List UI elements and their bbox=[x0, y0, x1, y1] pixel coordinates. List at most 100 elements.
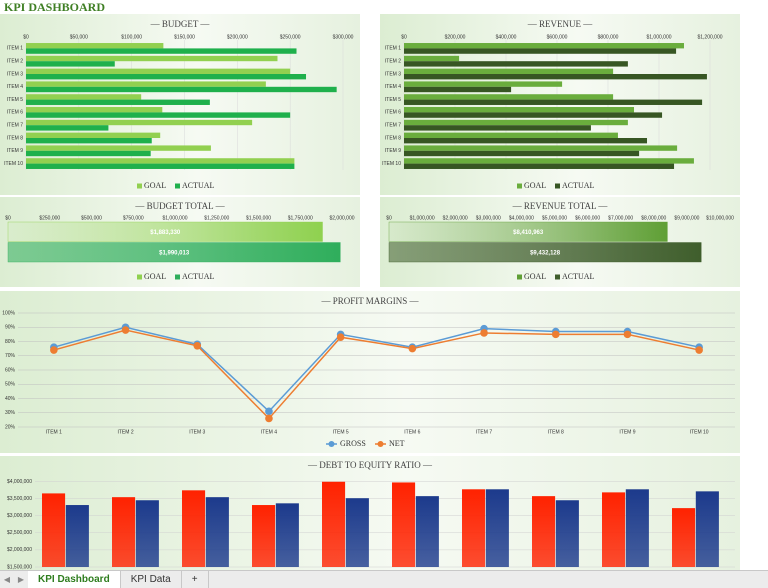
legend-label: ACTUAL bbox=[562, 181, 595, 190]
x-tick-label: ITEM 5 bbox=[333, 429, 349, 435]
x-tick-label: $100,000 bbox=[121, 34, 142, 40]
y-tick-label: ITEM 2 bbox=[385, 59, 401, 65]
point bbox=[336, 333, 345, 342]
point bbox=[50, 346, 58, 354]
bar bbox=[672, 508, 696, 567]
bar bbox=[404, 94, 614, 100]
point bbox=[265, 414, 273, 423]
bar bbox=[42, 493, 66, 567]
x-tick-label: $2,000,000 bbox=[443, 215, 468, 221]
bar bbox=[26, 68, 291, 74]
y-tick-label: $1,500,000 bbox=[7, 564, 32, 570]
legend-swatch bbox=[137, 183, 142, 189]
bar bbox=[404, 43, 684, 49]
bar bbox=[26, 163, 295, 169]
bar bbox=[135, 500, 159, 567]
x-tick-label: $8,000,000 bbox=[641, 215, 666, 221]
x-tick-label: $1,250,000 bbox=[204, 215, 229, 221]
x-tick-label: $400,000 bbox=[496, 34, 517, 40]
y-tick-label: 100% bbox=[2, 310, 15, 316]
value-label: $1,990,013 bbox=[159, 250, 190, 256]
legend-swatch bbox=[137, 274, 142, 280]
bar bbox=[404, 55, 460, 62]
bar bbox=[404, 125, 591, 131]
y-tick-label: 90% bbox=[5, 325, 16, 331]
chart-title: — BUDGET — bbox=[150, 19, 211, 29]
bar bbox=[404, 99, 703, 105]
x-tick-label: $200,000 bbox=[445, 34, 466, 40]
sheet-tab[interactable]: KPI Dashboard bbox=[28, 571, 121, 588]
y-tick-label: ITEM 6 bbox=[7, 110, 23, 116]
y-tick-label: 80% bbox=[5, 339, 16, 345]
y-tick-label: 50% bbox=[5, 382, 16, 388]
chart-title: — BUDGET TOTAL — bbox=[134, 201, 225, 211]
chart-title: — DEBT TO EQUITY RATIO — bbox=[307, 460, 433, 470]
y-tick-label: ITEM 4 bbox=[7, 84, 23, 90]
legend-label: GOAL bbox=[144, 181, 166, 190]
y-tick-label: 60% bbox=[5, 367, 16, 373]
bar bbox=[602, 492, 626, 567]
bar bbox=[485, 489, 509, 567]
legend-swatch bbox=[555, 183, 560, 189]
sheet-tab[interactable]: KPI Data bbox=[121, 571, 182, 588]
y-tick-label: ITEM 10 bbox=[382, 161, 401, 167]
bar bbox=[26, 74, 307, 80]
x-tick-label: $2,000,000 bbox=[329, 215, 354, 221]
y-tick-label: ITEM 8 bbox=[385, 135, 401, 141]
y-tick-label: ITEM 4 bbox=[385, 84, 401, 90]
y-tick-label: ITEM 3 bbox=[385, 71, 401, 77]
legend-label: ACTUAL bbox=[562, 272, 595, 281]
x-tick-label: $600,000 bbox=[547, 34, 568, 40]
bar bbox=[388, 242, 702, 263]
tab-scroll-left[interactable]: ◀ bbox=[3, 575, 11, 584]
x-tick-label: ITEM 6 bbox=[404, 429, 420, 435]
value-label: $1,883,330 bbox=[150, 230, 181, 236]
x-tick-label: ITEM 2 bbox=[117, 429, 133, 435]
dashboard: KPI DASHBOARD — BUDGET — $0 $50,000 $100,00… bbox=[0, 0, 740, 570]
bar bbox=[26, 48, 297, 54]
y-tick-label: $4,000,000 bbox=[7, 479, 32, 485]
y-tick-label: ITEM 9 bbox=[385, 148, 401, 154]
x-tick-label: $3,000,000 bbox=[476, 215, 501, 221]
tab-scroll-right[interactable]: ▶ bbox=[17, 575, 25, 584]
bar bbox=[65, 505, 89, 567]
y-tick-label: $3,500,000 bbox=[7, 496, 32, 502]
x-tick-label: ITEM 7 bbox=[476, 429, 492, 435]
point bbox=[695, 346, 703, 354]
legend-label: ACTUAL bbox=[182, 272, 215, 281]
x-tick-label: $800,000 bbox=[598, 34, 619, 40]
bar bbox=[7, 242, 341, 263]
x-tick-label: ITEM 9 bbox=[619, 429, 635, 435]
legend-label: GROSS bbox=[340, 439, 366, 448]
point bbox=[551, 330, 560, 339]
y-tick-label: ITEM 2 bbox=[7, 59, 23, 65]
bar bbox=[182, 490, 206, 567]
x-tick-label: $1,000,000 bbox=[162, 215, 187, 221]
bar bbox=[205, 497, 229, 567]
x-tick-label: ITEM 3 bbox=[189, 429, 205, 435]
y-tick-label: ITEM 7 bbox=[7, 123, 23, 129]
x-tick-label: ITEM 1 bbox=[46, 429, 62, 435]
bar bbox=[404, 119, 628, 126]
bar bbox=[532, 496, 556, 567]
bar bbox=[404, 138, 648, 144]
add-sheet-tab[interactable]: + bbox=[182, 571, 209, 588]
x-tick-label: $10,000,000 bbox=[706, 215, 734, 221]
y-tick-label: 20% bbox=[5, 424, 16, 430]
x-tick-label: $9,000,000 bbox=[674, 215, 699, 221]
x-tick-label: $500,000 bbox=[81, 215, 102, 221]
x-tick-label: $250,000 bbox=[280, 34, 301, 40]
bar bbox=[322, 481, 346, 567]
bar bbox=[404, 112, 663, 118]
x-tick-label: ITEM 8 bbox=[548, 429, 564, 435]
bar bbox=[404, 86, 512, 93]
bar bbox=[404, 158, 694, 164]
legend-swatch bbox=[175, 274, 180, 280]
bar bbox=[26, 125, 109, 131]
y-tick-label: ITEM 5 bbox=[385, 97, 401, 103]
x-tick-label: $5,000,000 bbox=[542, 215, 567, 221]
y-tick-label: ITEM 3 bbox=[7, 71, 23, 77]
x-tick-label: $750,000 bbox=[123, 215, 144, 221]
bar bbox=[26, 99, 210, 105]
point bbox=[408, 344, 417, 353]
